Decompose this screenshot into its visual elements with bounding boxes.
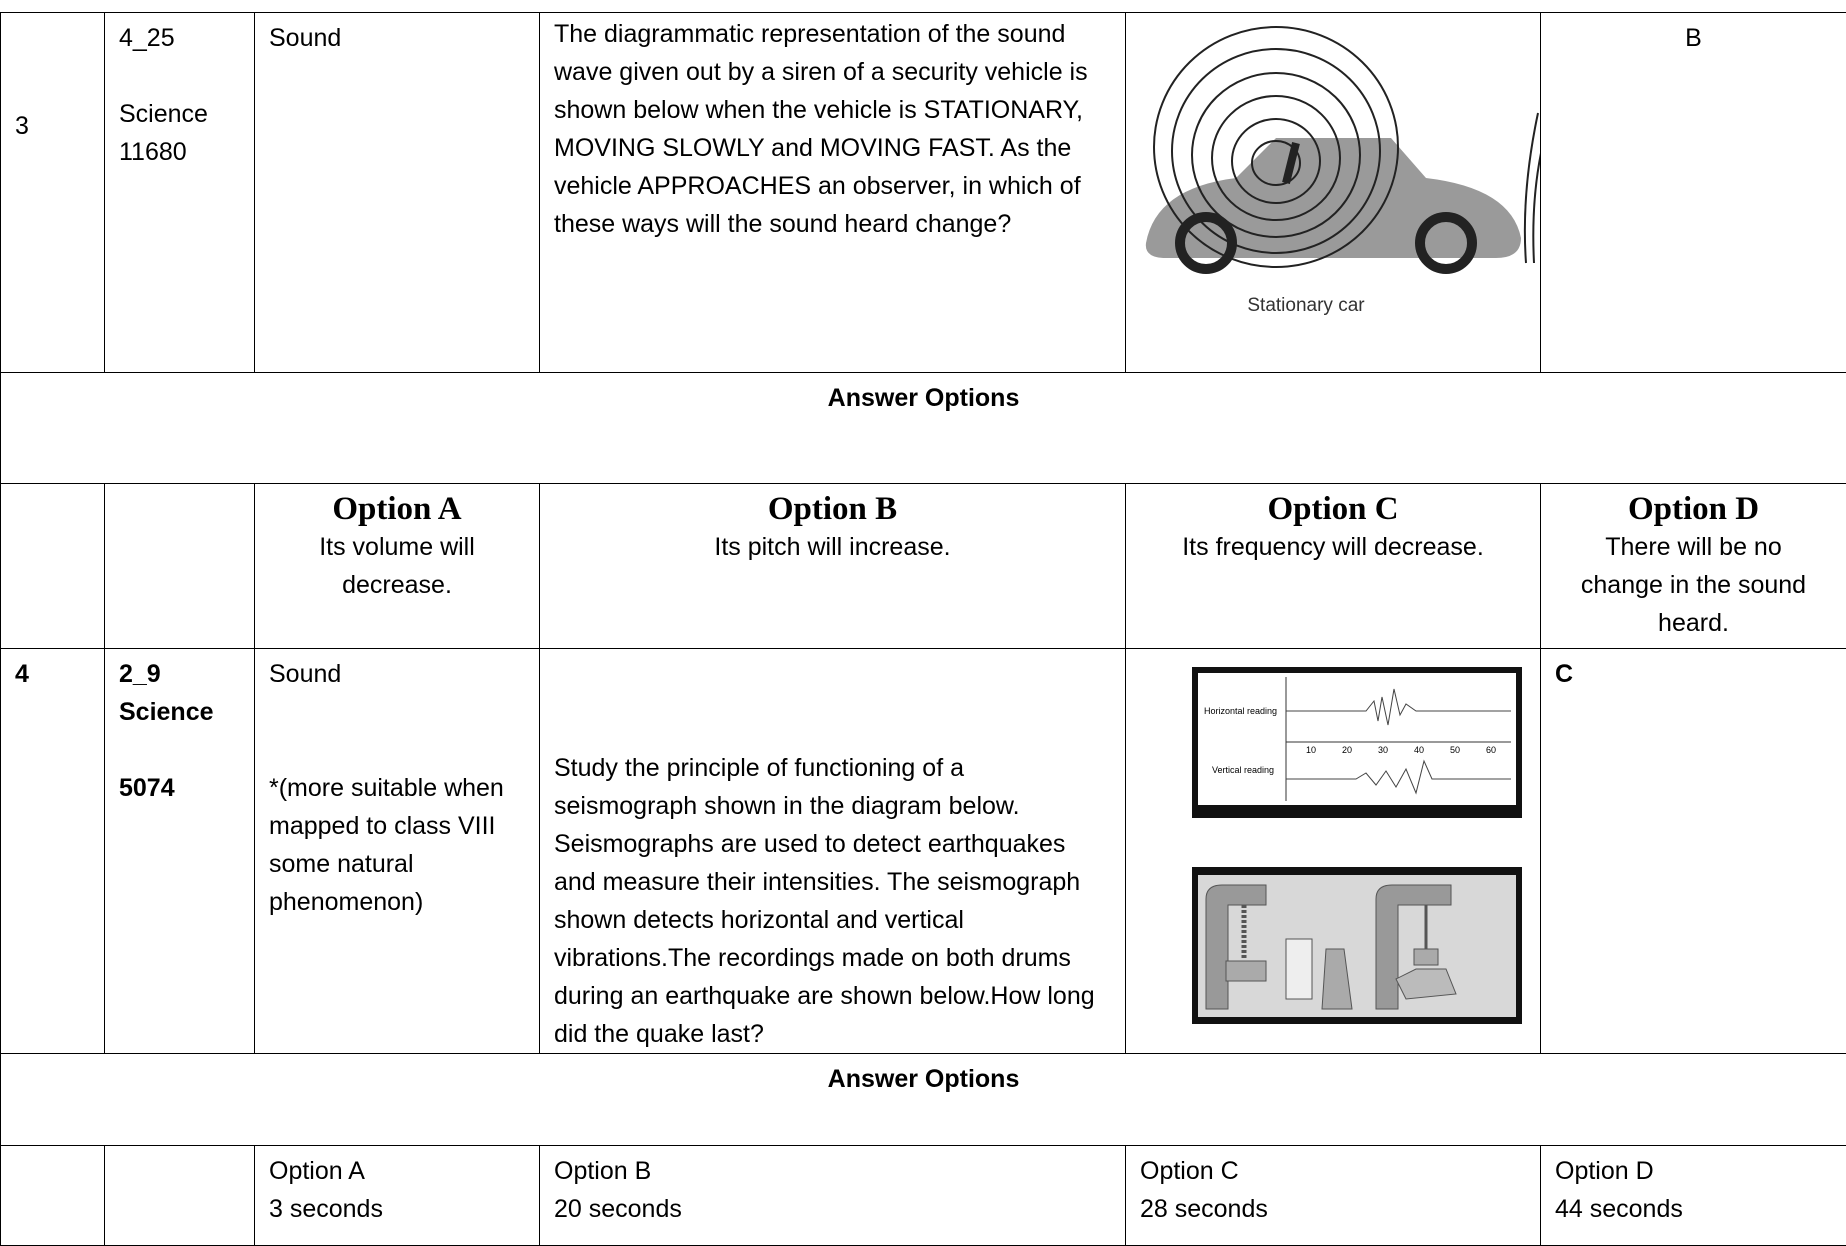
- id: 11680: [119, 133, 240, 171]
- note: *(more suitable when mapped to class VII…: [269, 769, 525, 921]
- code-cell: 4_25 Science 11680: [105, 13, 255, 373]
- image-cell: Stationary car: [1126, 13, 1541, 373]
- option-label: Option D: [1555, 490, 1832, 528]
- option-text: 44 seconds: [1555, 1190, 1832, 1228]
- subject: Science: [119, 95, 240, 133]
- option-text: 20 seconds: [554, 1190, 1111, 1228]
- tick-label: 60: [1486, 745, 1496, 755]
- option-label: Option A: [269, 1152, 525, 1190]
- code: 4_25: [119, 24, 175, 52]
- tick-label: 50: [1450, 745, 1460, 755]
- topic-cell: Sound *(more suitable when mapped to cla…: [255, 649, 540, 1054]
- page: 3 4_25 Science 11680 Sound The diagramma…: [0, 0, 1846, 1203]
- tick-label: 40: [1414, 745, 1424, 755]
- number: 3: [1, 13, 105, 373]
- answer-heading-row: Answer Options: [1, 373, 1846, 484]
- option-label: Option B: [554, 1152, 1111, 1190]
- subject: Science: [119, 693, 240, 731]
- option-label: Option C: [1140, 1152, 1526, 1190]
- image-cell: Horizontal reading Vertical reading 10 20…: [1126, 649, 1541, 1054]
- option-label: Option B: [554, 490, 1111, 528]
- topic: Sound: [255, 13, 540, 373]
- seismograph-diagram: Horizontal reading Vertical reading 10 20…: [1126, 649, 1541, 1042]
- empty-cell: [105, 1146, 255, 1246]
- answer-heading: Answer Options: [1, 373, 1846, 484]
- option-text: Its volume will decrease.: [269, 528, 525, 604]
- answer-heading: Answer Options: [1, 1054, 1846, 1146]
- id: 5074: [119, 769, 240, 807]
- image-label: Vertical reading: [1212, 765, 1274, 775]
- question-row: 4 2_9 Science 5074 Sound *(more suitable…: [1, 649, 1846, 1054]
- option-label: Option C: [1140, 490, 1526, 528]
- option-text: Its frequency will decrease.: [1140, 528, 1526, 566]
- question: Study the principle of functioning of a …: [540, 649, 1126, 1054]
- question-table: 3 4_25 Science 11680 Sound The diagramma…: [0, 12, 1846, 1246]
- answer-heading-row: Answer Options: [1, 1054, 1846, 1146]
- option-text: 28 seconds: [1140, 1190, 1526, 1228]
- number: 4: [1, 649, 105, 1054]
- empty-cell: [1, 484, 105, 649]
- tick-label: 30: [1378, 745, 1388, 755]
- option-label: Option A: [269, 490, 525, 528]
- answer: B: [1541, 13, 1846, 373]
- empty-cell: [1, 1146, 105, 1246]
- code: 2_9: [119, 655, 240, 693]
- option-text: There will be no change in the sound hea…: [1555, 528, 1832, 642]
- tick-label: 10: [1306, 745, 1316, 755]
- empty-cell: [105, 484, 255, 649]
- option-text: 3 seconds: [269, 1190, 525, 1228]
- question: The diagrammatic representation of the s…: [540, 13, 1126, 373]
- option-label: Option D: [1555, 1152, 1832, 1190]
- image-caption: Stationary car: [1247, 295, 1365, 316]
- image-label: Horizontal reading: [1204, 706, 1277, 716]
- option-text: Its pitch will increase.: [554, 528, 1111, 566]
- question-row: 3 4_25 Science 11680 Sound The diagramma…: [1, 13, 1846, 373]
- code-cell: 2_9 Science 5074: [105, 649, 255, 1054]
- tick-label: 20: [1342, 745, 1352, 755]
- car-diagram: Stationary car: [1126, 13, 1541, 361]
- topic: Sound: [269, 655, 525, 693]
- answer: C: [1541, 649, 1846, 1054]
